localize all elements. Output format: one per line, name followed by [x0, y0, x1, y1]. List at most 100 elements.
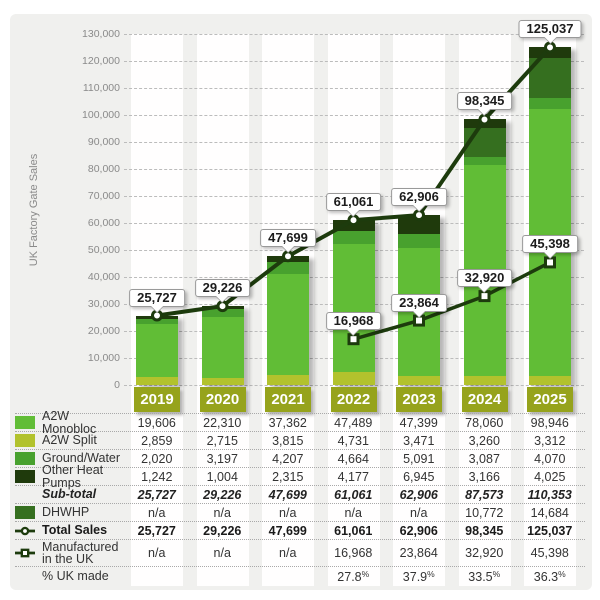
- row-label: Total Sales: [42, 523, 108, 538]
- table-cell: 37,362: [268, 415, 307, 430]
- row-label-cell: % UK made: [15, 570, 124, 583]
- callout-61061: 61,061: [325, 193, 382, 218]
- table-row-a2w-split: A2W Split 2,859 2,715 3,815 4,731 3,471 3,260 3…: [15, 431, 585, 449]
- table-cell: 16,968: [334, 546, 373, 560]
- gridline-130,000: [124, 34, 584, 35]
- table-cell: 98,946: [530, 415, 569, 430]
- table-cell: 3,087: [468, 451, 500, 466]
- table-cell: 4,177: [337, 469, 369, 484]
- callout-25727: 25,727: [129, 288, 185, 313]
- table-cell: n/a: [410, 505, 428, 520]
- table-cell: 3,197: [206, 451, 238, 466]
- bar-segment-a2w-monobloc: [201, 317, 244, 378]
- table-cell: 14,684: [530, 505, 569, 520]
- table-cell: 37.9%: [402, 568, 435, 584]
- bar-segment-ground-water: [332, 231, 375, 244]
- row-label-cell: Other Heat Pumps: [15, 464, 124, 489]
- table-cell: 4,207: [272, 451, 304, 466]
- table-cell: 98,345: [465, 523, 504, 538]
- table-cell: 2,859: [141, 433, 173, 448]
- row-label: A2W Split: [42, 433, 97, 448]
- table-cell: 3,260: [468, 433, 500, 448]
- year-label-2020: 2020: [199, 387, 246, 412]
- table-cell: 5,091: [403, 451, 435, 466]
- bar-segment-a2w-split: [463, 376, 506, 385]
- table-cell: 110,353: [527, 487, 572, 502]
- callout-47699: 47,699: [260, 229, 316, 254]
- table-cell: 3,312: [534, 433, 566, 448]
- table-cell: n/a: [344, 505, 362, 520]
- gridline-110,000: [124, 88, 584, 89]
- year-label-2021: 2021: [265, 387, 311, 412]
- year-label-2024: 2024: [461, 387, 508, 412]
- bar-segment-dhwhp: [529, 58, 571, 98]
- row-label: Sub-total: [42, 487, 97, 502]
- y-tick-label: 130,000: [82, 28, 120, 40]
- table-cell: 25,727: [137, 523, 176, 538]
- table-cell: 32,920: [465, 546, 504, 560]
- row-label-cell: A2W Monobloc: [15, 410, 124, 435]
- table-cell: 4,070: [534, 451, 566, 466]
- data-table: A2W Monobloc 19,606 22,310 37,362 47,489 47,3…: [15, 410, 585, 585]
- callout-62906: 62,906: [391, 188, 447, 213]
- table-cell: 25,727: [137, 487, 176, 502]
- callout-32920: 32,920: [456, 269, 513, 294]
- table-cell: n/a: [148, 505, 166, 520]
- table-cell: n/a: [279, 546, 297, 560]
- bar-segment-a2w-split: [529, 376, 571, 385]
- row-label: DHWHP: [42, 505, 90, 520]
- y-axis-title: UK Factory Gate Sales: [28, 153, 40, 267]
- table-cell: 33.5%: [468, 568, 501, 584]
- row-label: % UK made: [42, 568, 109, 583]
- row-label-cell: Ground/Water: [15, 452, 124, 465]
- bar-segment-a2w-split: [332, 372, 375, 385]
- table-cell: n/a: [213, 546, 231, 560]
- row-label: Manufactured in the UK: [42, 539, 119, 566]
- y-tick-label: 0: [114, 379, 120, 391]
- callout-125037: 125,037: [518, 20, 582, 45]
- bar-2019: [136, 315, 178, 385]
- gridline-0: [124, 385, 584, 386]
- percent-sign: %: [492, 568, 501, 579]
- table-cell: 62,906: [399, 487, 438, 502]
- row-label: A2W Monobloc: [42, 409, 97, 436]
- swatch-other_heat_pumps-icon: [15, 470, 35, 483]
- bar-segment-ground-water: [267, 262, 309, 274]
- table-cell: 47,699: [268, 523, 307, 538]
- callout-98345: 98,345: [456, 92, 513, 117]
- table-cell: 29,226: [203, 523, 242, 538]
- callout-29226: 29,226: [194, 279, 251, 304]
- table-row-sub-total: Sub-total 25,727 29,226 47,699 61,061 62,906 8…: [15, 485, 585, 503]
- table-cell: 78,060: [465, 415, 504, 430]
- bar-segment-a2w-monobloc: [332, 243, 375, 373]
- table-cell: 29,226: [203, 487, 242, 502]
- bar-2025: [529, 47, 571, 385]
- bar-segment-ground-water: [529, 97, 571, 109]
- table-cell: 2,020: [141, 451, 173, 466]
- swatch-dhwhp-icon: [15, 506, 35, 519]
- bar-segment-ground-water: [136, 318, 178, 325]
- table-cell: 47,489: [334, 415, 373, 430]
- y-tick-label: 90,000: [87, 136, 120, 148]
- swatch-a2w_monobloc-icon: [15, 416, 35, 429]
- y-tick-label: 80,000: [87, 163, 120, 175]
- y-tick-label: 120,000: [82, 55, 120, 67]
- row-label: Other Heat Pumps: [42, 463, 104, 490]
- table-cell: 4,731: [337, 433, 369, 448]
- swatch-ground_water-icon: [15, 452, 35, 465]
- y-tick-label: 100,000: [82, 109, 120, 121]
- table-cell: 1,004: [206, 469, 238, 484]
- y-tick-label: 60,000: [87, 217, 120, 229]
- bar-segment-dhwhp: [463, 128, 506, 158]
- row-label-cell: A2W Split: [15, 434, 124, 447]
- gridline-100,000: [124, 115, 584, 116]
- row-label-cell: DHWHP: [15, 506, 124, 519]
- table-cell: 47,399: [399, 415, 438, 430]
- y-tick-label: 110,000: [82, 82, 120, 94]
- callout-16968: 16,968: [325, 312, 382, 337]
- table-row-a2w-monobloc: A2W Monobloc 19,606 22,310 37,362 47,489 47,3…: [15, 410, 585, 435]
- y-tick-label: 50,000: [87, 244, 120, 256]
- row-label-cell: Sub-total: [15, 488, 124, 501]
- table-cell: 125,037: [527, 523, 573, 538]
- table-cell: 3,815: [272, 433, 304, 448]
